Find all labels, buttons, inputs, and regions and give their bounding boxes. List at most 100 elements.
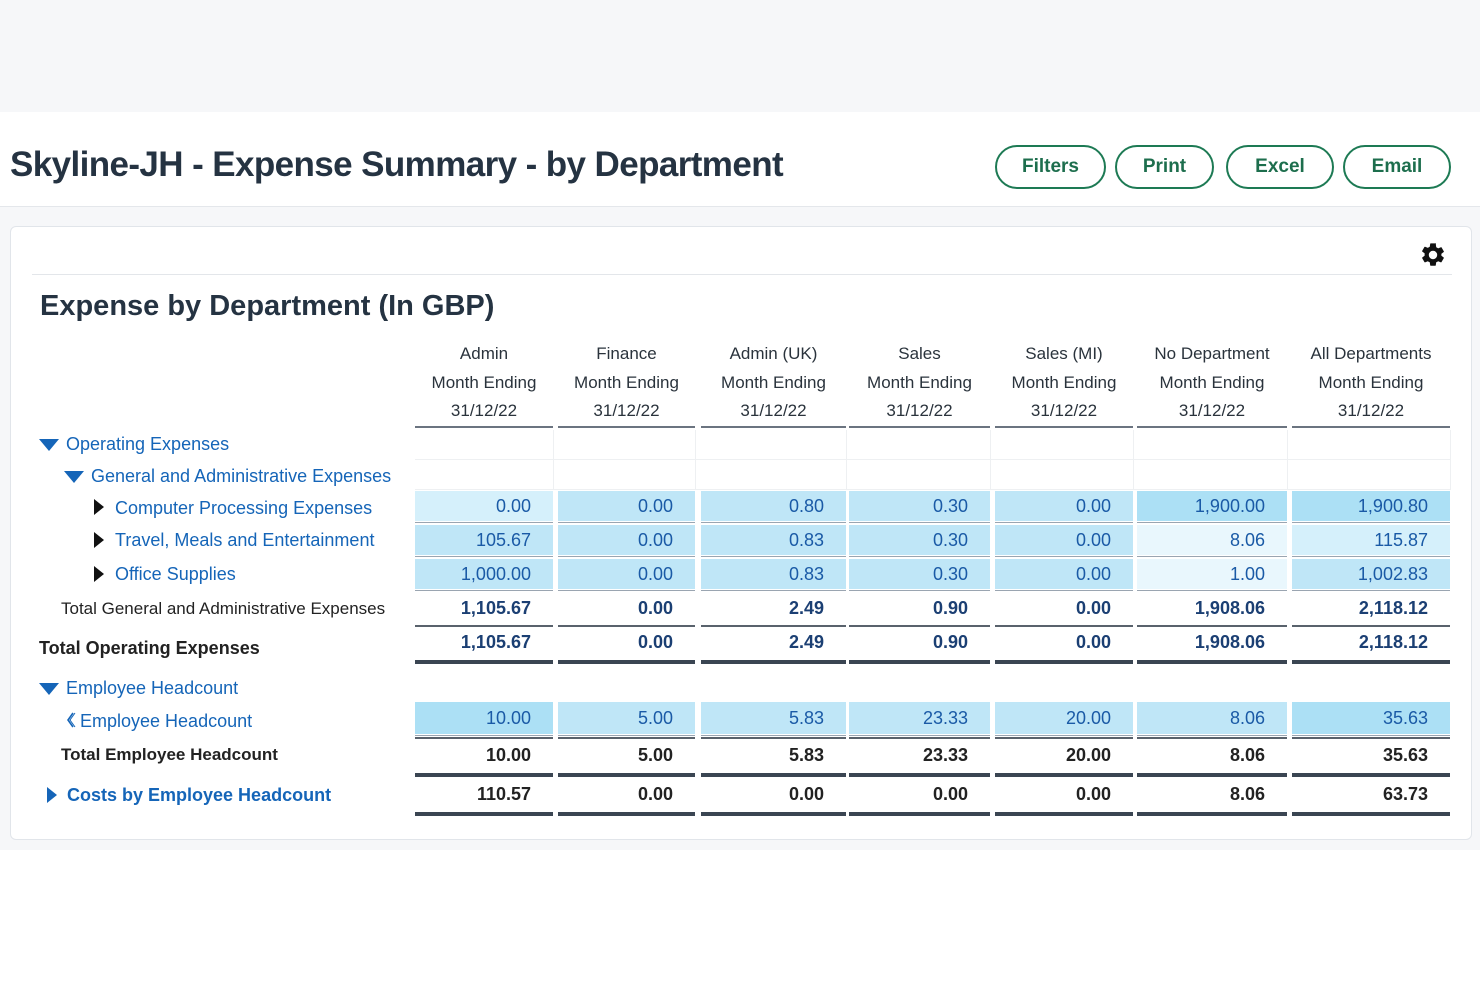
total-rule: [415, 737, 553, 739]
total-rule: [849, 660, 990, 664]
table-cell: 63.73: [1382, 784, 1428, 804]
total-rule: [558, 812, 695, 816]
total-rule: [558, 625, 695, 627]
row-label-employee-headcount[interactable]: Employee Headcount: [80, 711, 253, 731]
row-rule: [1292, 590, 1450, 591]
row-rule: [1137, 556, 1287, 557]
total-rule: [1292, 773, 1450, 777]
column-header-date: 31/12/22: [593, 401, 660, 420]
table-cell: 0.30: [849, 491, 990, 521]
total-rule: [995, 625, 1133, 627]
total-rule: [849, 625, 990, 627]
row-rule: [1292, 522, 1450, 523]
table-cell: 0.00: [1075, 784, 1111, 804]
table-cell: 8.06: [1137, 525, 1287, 555]
row-label-total-operating: Total Operating Expenses: [39, 638, 260, 658]
column-header-date: 31/12/22: [1337, 401, 1405, 420]
group-label-general-admin[interactable]: General and Administrative Expenses: [91, 466, 392, 486]
row-label-computer-processing[interactable]: Computer Processing Expenses: [115, 498, 373, 518]
column-header-period: Month Ending: [431, 372, 537, 392]
total-rule: [558, 660, 695, 664]
column-header-date: 31/12/22: [1030, 401, 1098, 420]
total-rule: [701, 737, 846, 739]
grid-divider: [415, 489, 1450, 490]
total-rule: [701, 625, 846, 627]
table-cell: 1,105.67: [460, 598, 531, 618]
excel-button[interactable]: Excel: [1226, 145, 1334, 189]
table-cell: 0.30: [849, 525, 990, 555]
grid-divider: [415, 459, 1450, 460]
grid-divider: [990, 430, 991, 490]
total-rule: [558, 737, 695, 739]
column-header: Sales Month Ending 31/12/22: [849, 340, 990, 426]
table-cell: 8.06: [1229, 745, 1265, 765]
table-cell: 2.49: [788, 632, 824, 652]
row-rule: [849, 556, 990, 557]
row-rule: [701, 590, 846, 591]
column-header: No Department Month Ending 31/12/22: [1137, 340, 1287, 426]
gear-icon[interactable]: [1419, 241, 1447, 269]
expand-costs-by-headcount-icon[interactable]: [47, 787, 57, 803]
table-cell: 0.00: [995, 525, 1133, 555]
total-rule: [1292, 660, 1450, 664]
total-rule: [558, 773, 695, 777]
row-label-total-general-admin: Total General and Administrative Expense…: [61, 599, 386, 618]
row-rule: [415, 556, 553, 557]
table-cell: 23.33: [922, 745, 968, 765]
total-rule: [1137, 625, 1287, 627]
total-rule: [415, 660, 553, 664]
group-label-employee-headcount[interactable]: Employee Headcount: [66, 678, 239, 698]
total-rule: [701, 660, 846, 664]
expand-office-supplies-icon[interactable]: [94, 566, 104, 582]
row-rule: [1137, 735, 1287, 736]
table-cell: 8.06: [1229, 784, 1265, 804]
collapse-employee-headcount-icon[interactable]: [39, 683, 59, 695]
column-header-date: 31/12/22: [886, 401, 953, 420]
row-rule: [1292, 735, 1450, 736]
row-rule: [849, 735, 990, 736]
table-cell: 0.00: [558, 525, 695, 555]
row-rule: [558, 735, 695, 736]
row-label-total-employee-headcount: Total Employee Headcount: [61, 745, 278, 764]
row-rule: [415, 590, 553, 591]
expand-travel-meals-icon[interactable]: [94, 532, 104, 548]
total-rule: [415, 773, 553, 777]
expand-computer-processing-icon[interactable]: [94, 499, 104, 515]
table-cell: 1,002.83: [1292, 559, 1450, 589]
column-header-period: Month Ending: [867, 372, 972, 392]
table-cell: 1,105.67: [460, 632, 531, 652]
row-rule: [995, 556, 1133, 557]
collapse-general-admin-icon[interactable]: [64, 471, 84, 483]
table-cell: 0.00: [1075, 598, 1111, 618]
row-label-office-supplies[interactable]: Office Supplies: [115, 564, 236, 584]
table-cell: 0.30: [849, 559, 990, 589]
row-rule: [701, 522, 846, 523]
print-button[interactable]: Print: [1115, 145, 1214, 189]
collapse-operating-expenses-icon[interactable]: [39, 439, 59, 451]
total-rule: [1292, 812, 1450, 816]
row-rule: [701, 735, 846, 736]
table-cell: 20.00: [995, 702, 1133, 734]
column-header-period: Month Ending: [721, 372, 826, 392]
row-rule: [995, 522, 1133, 523]
column-header-rule: [849, 426, 990, 428]
table-cell: 115.87: [1292, 525, 1450, 555]
column-header-name: Sales: [898, 344, 941, 363]
table-cell: 110.57: [476, 784, 531, 804]
row-label-costs-by-headcount[interactable]: Costs by Employee Headcount: [67, 785, 332, 805]
row-label-travel-meals[interactable]: Travel, Meals and Entertainment: [115, 530, 375, 550]
table-cell: 105.67: [415, 525, 553, 555]
row-rule: [558, 522, 695, 523]
filters-button[interactable]: Filters: [995, 145, 1106, 189]
column-header-name: Finance: [596, 344, 657, 363]
row-rule: [1292, 556, 1450, 557]
column-header-rule: [995, 426, 1133, 428]
table-cell: 5.00: [637, 745, 673, 765]
table-cell: 5.83: [701, 702, 846, 734]
table-cell: 1,908.06: [1194, 598, 1265, 618]
email-button[interactable]: Email: [1343, 145, 1451, 189]
column-header-rule: [415, 426, 553, 428]
total-rule: [1292, 625, 1450, 627]
group-label-operating-expenses[interactable]: Operating Expenses: [66, 434, 230, 454]
column-header: Admin (UK) Month Ending 31/12/22: [701, 340, 846, 426]
